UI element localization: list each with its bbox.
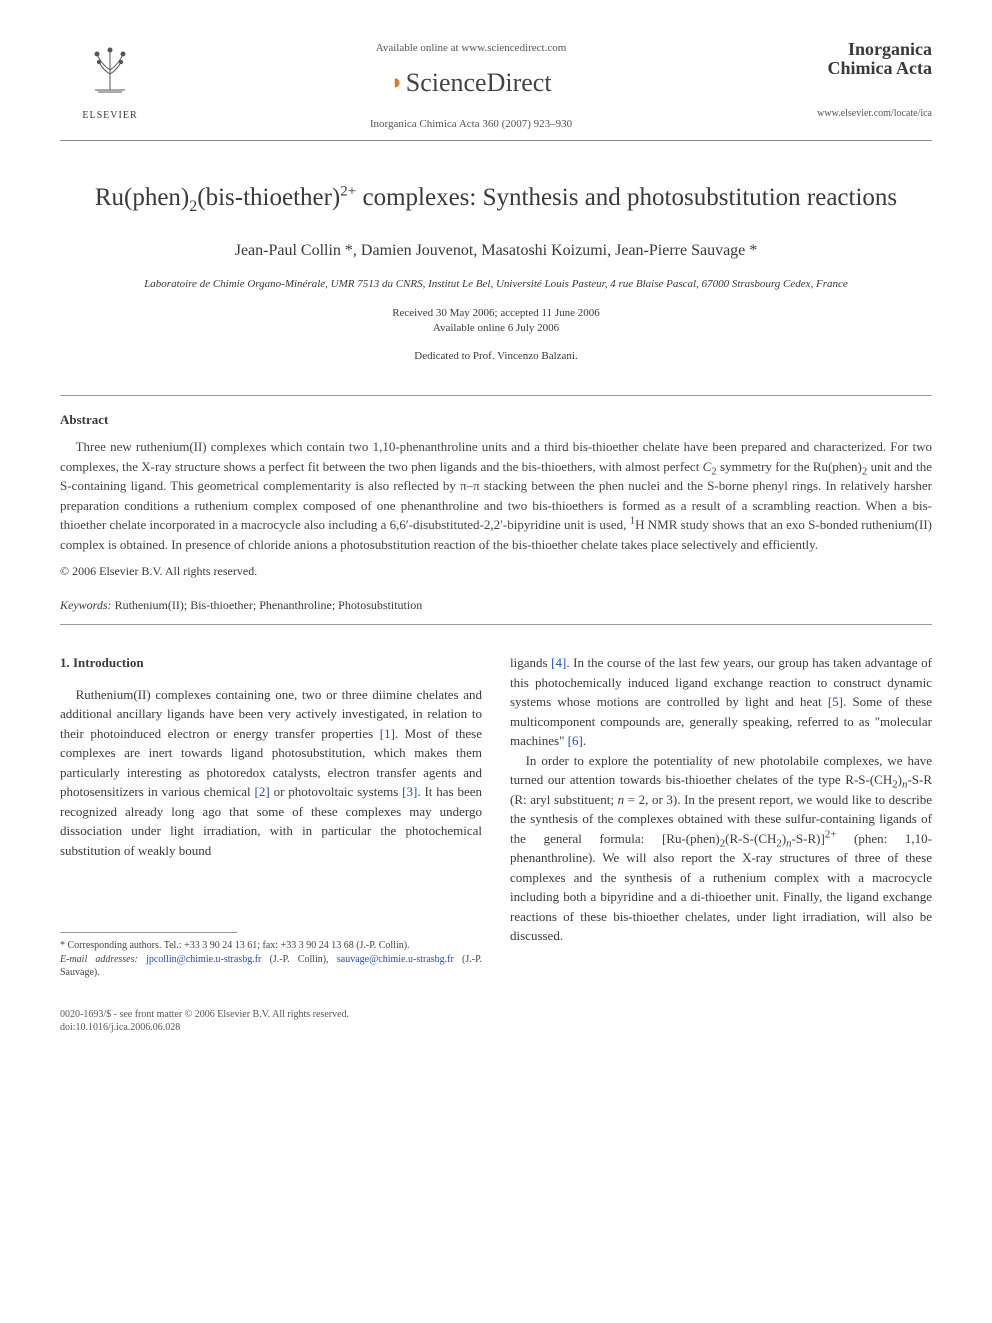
keywords-line: Keywords: Ruthenium(II); Bis-thioether; … bbox=[60, 596, 932, 614]
page-header: ELSEVIER Available online at www.science… bbox=[60, 40, 932, 141]
authors-list: Jean-Paul Collin *, Damien Jouvenot, Mas… bbox=[60, 239, 932, 263]
divider-bottom bbox=[60, 624, 932, 625]
article-title: Ru(phen)2(bis-thioether)2+ complexes: Sy… bbox=[60, 181, 932, 215]
column-left: 1. Introduction Ruthenium(II) complexes … bbox=[60, 653, 482, 980]
available-online-text: Available online at www.sciencedirect.co… bbox=[160, 40, 782, 57]
abstract-copyright: © 2006 Elsevier B.V. All rights reserved… bbox=[60, 562, 932, 580]
corresponding-author-note: * Corresponding authors. Tel.: +33 3 90 … bbox=[60, 939, 482, 953]
column-right: ligands [4]. In the course of the last f… bbox=[510, 653, 932, 980]
sd-swoosh-icon: ◗ bbox=[390, 69, 403, 94]
journal-logo-line1: Inorganica bbox=[782, 40, 932, 59]
sciencedirect-text: ScienceDirect bbox=[406, 68, 552, 97]
footer-line2: doi:10.1016/j.ica.2006.06.028 bbox=[60, 1021, 932, 1035]
body-columns: 1. Introduction Ruthenium(II) complexes … bbox=[60, 653, 932, 980]
section1-heading: 1. Introduction bbox=[60, 653, 482, 673]
elsevier-tree-icon bbox=[60, 40, 160, 106]
keywords-label: Keywords: bbox=[60, 598, 112, 612]
journal-title-logo: Inorganica Chimica Acta bbox=[782, 40, 932, 78]
footnote-separator bbox=[60, 932, 237, 933]
available-date: Available online 6 July 2006 bbox=[60, 321, 932, 336]
sciencedirect-logo: ◗ScienceDirect bbox=[160, 63, 782, 102]
intro-para-col1: Ruthenium(II) complexes containing one, … bbox=[60, 685, 482, 861]
divider-top bbox=[60, 395, 932, 396]
abstract-heading: Abstract bbox=[60, 410, 932, 430]
publisher-logo-block: ELSEVIER bbox=[60, 40, 160, 123]
journal-logo-line2: Chimica Acta bbox=[782, 59, 932, 78]
intro-para-col2b: In order to explore the potentiality of … bbox=[510, 751, 932, 946]
email-line: E-mail addresses: jpcollin@chimie.u-stra… bbox=[60, 953, 482, 980]
intro-para-col2a: ligands [4]. In the course of the last f… bbox=[510, 653, 932, 751]
elsevier-label: ELSEVIER bbox=[60, 108, 160, 123]
received-date: Received 30 May 2006; accepted 11 June 2… bbox=[60, 306, 932, 321]
email-label: E-mail addresses: bbox=[60, 954, 138, 965]
journal-url: www.elsevier.com/locate/ica bbox=[782, 106, 932, 121]
page-footer: 0020-1693/$ - see front matter © 2006 El… bbox=[60, 1008, 932, 1035]
dedication: Dedicated to Prof. Vincenzo Balzani. bbox=[60, 348, 932, 365]
footnote-block: * Corresponding authors. Tel.: +33 3 90 … bbox=[60, 939, 482, 980]
affiliation: Laboratoire de Chimie Organo-Minérale, U… bbox=[60, 277, 932, 292]
keywords-text: Ruthenium(II); Bis-thioether; Phenanthro… bbox=[115, 598, 423, 612]
header-right: Inorganica Chimica Acta www.elsevier.com… bbox=[782, 40, 932, 121]
journal-reference: Inorganica Chimica Acta 360 (2007) 923–9… bbox=[160, 116, 782, 133]
header-center: Available online at www.sciencedirect.co… bbox=[160, 40, 782, 132]
footer-line1: 0020-1693/$ - see front matter © 2006 El… bbox=[60, 1008, 932, 1022]
email-1[interactable]: jpcollin@chimie.u-strasbg.fr bbox=[146, 954, 261, 965]
article-dates: Received 30 May 2006; accepted 11 June 2… bbox=[60, 306, 932, 337]
email-1-who: (J.-P. Collin), bbox=[270, 954, 329, 965]
email-2[interactable]: sauvage@chimie.u-strasbg.fr bbox=[337, 954, 454, 965]
abstract-body: Three new ruthenium(II) complexes which … bbox=[60, 437, 932, 554]
